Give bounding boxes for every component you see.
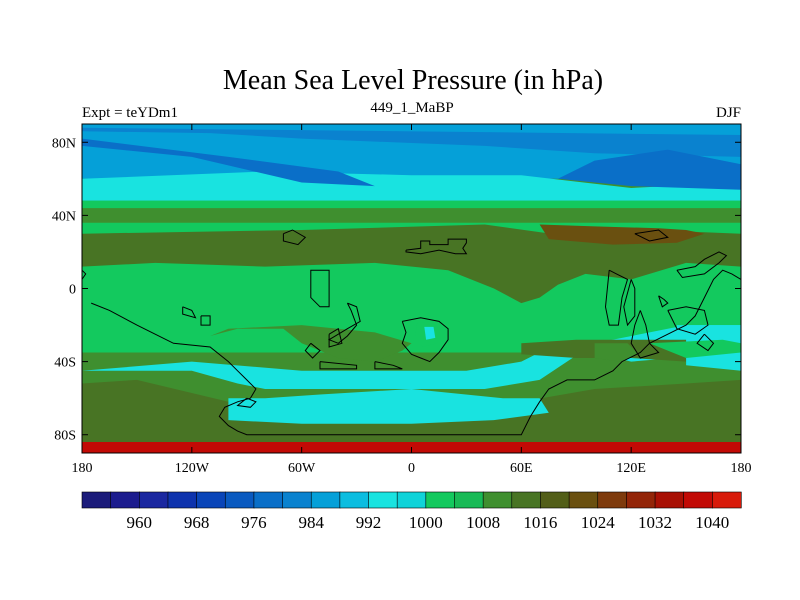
colorbar-box-12 <box>425 491 456 509</box>
pressure-region-19 <box>424 326 436 340</box>
coastline-14 <box>623 279 636 327</box>
coastline-16 <box>667 306 709 335</box>
coastline-6 <box>82 269 87 280</box>
colorbar-box-8 <box>310 491 341 509</box>
coastline-9 <box>182 306 197 319</box>
coastline-3 <box>401 317 449 363</box>
coastline-10 <box>200 315 211 326</box>
colorbar-box-18 <box>597 491 627 509</box>
coastline-17 <box>630 310 660 359</box>
chart-title: Mean Sea Level Pressure (in hPa) <box>223 65 603 96</box>
y-tick-label-0: 80N <box>52 136 76 151</box>
colorbar-box-2 <box>139 491 169 509</box>
colorbar-label-3: 984 <box>298 513 324 532</box>
colorbar: 960 968 976 984 992 1000 1008 1016 1024 1032 1040 <box>81 491 742 532</box>
pressure-region-16 <box>82 138 375 187</box>
x-tick-label-4: 60E <box>510 461 533 476</box>
pressure-region-13 <box>82 171 741 201</box>
colorbar-box-4 <box>196 491 226 509</box>
y-tick-label-1: 40N <box>52 209 76 224</box>
colorbar-box-3 <box>167 491 198 509</box>
coastline-20 <box>696 333 715 352</box>
coastline-13 <box>604 269 629 326</box>
coastline-7 <box>91 269 741 436</box>
pressure-region-5 <box>82 224 741 304</box>
coastline-21 <box>282 229 307 246</box>
colorbar-box-13 <box>454 491 484 509</box>
colorbar-box-20 <box>654 491 685 509</box>
colorbar-box-22 <box>712 491 742 509</box>
map-plot-area <box>81 123 742 454</box>
colorbar-box-17 <box>568 491 599 509</box>
axes-layer: 180 120W 60W 0 60E 120E 180 80N 40N 0 40S 80S <box>52 124 752 476</box>
colorbar-box-21 <box>683 491 713 509</box>
pressure-fill-layer <box>82 124 741 453</box>
x-tick-label-5: 120E <box>616 461 646 476</box>
pressure-region-15 <box>82 127 741 157</box>
colorbar-box-5 <box>224 491 255 509</box>
x-tick-label-3: 0 <box>408 461 415 476</box>
y-tick-label-4: 80S <box>54 429 76 444</box>
x-tick-label-0: 180 <box>72 461 93 476</box>
coastline-18 <box>676 251 728 279</box>
coastline-1 <box>310 269 330 308</box>
pressure-region-6 <box>539 224 705 245</box>
colorbar-label-4: 992 <box>356 513 382 532</box>
coastline-0 <box>405 238 468 255</box>
right-label: DJF <box>716 105 741 121</box>
colorbar-label-10: 1040 <box>695 513 729 532</box>
pressure-region-20 <box>676 325 690 333</box>
colorbar-label-5: 1000 <box>409 513 443 532</box>
coastline-15 <box>658 295 669 308</box>
colorbar-box-6 <box>253 491 284 509</box>
colorbar-label-6: 1008 <box>466 513 500 532</box>
colorbar-box-7 <box>282 491 312 509</box>
coastline-5 <box>374 361 403 370</box>
colorbar-box-0 <box>81 491 112 509</box>
colorbar-label-0: 960 <box>127 513 153 532</box>
colorbar-label-2: 976 <box>241 513 267 532</box>
coastline-4 <box>319 361 358 370</box>
left-label: Expt = teYDm1 <box>82 105 178 121</box>
pressure-region-1 <box>82 325 741 389</box>
pressure-region-17 <box>557 149 741 190</box>
colorbar-box-14 <box>482 491 513 509</box>
x-tick-label-2: 60W <box>288 461 316 476</box>
colorbar-box-1 <box>110 491 140 509</box>
coastline-8 <box>236 397 257 408</box>
colorbar-box-11 <box>396 491 427 509</box>
colorbar-label-1: 968 <box>184 513 210 532</box>
colorbar-box-16 <box>540 491 570 509</box>
colorbar-label-8: 1024 <box>581 513 616 532</box>
colorbar-box-15 <box>511 491 542 509</box>
pressure-region-3 <box>228 389 549 424</box>
x-tick-label-6: 180 <box>731 461 752 476</box>
x-tick-label-1: 120W <box>175 461 210 476</box>
coastline-12 <box>304 342 321 359</box>
y-tick-label-2: 0 <box>69 283 76 298</box>
center-label: 449_1_MaBP <box>370 100 453 116</box>
coastline-layer <box>82 229 741 436</box>
y-tick-label-3: 40S <box>54 356 76 371</box>
coastline-11 <box>328 327 343 348</box>
colorbar-box-9 <box>339 491 370 509</box>
pressure-region-14 <box>82 200 741 209</box>
colorbar-box-19 <box>626 491 656 509</box>
pressure-region-9 <box>594 343 639 362</box>
colorbar-label-7: 1016 <box>523 513 557 532</box>
colorbar-box-10 <box>368 491 398 509</box>
colorbar-label-9: 1032 <box>638 513 672 532</box>
coastline-19 <box>634 229 669 242</box>
pressure-region-11 <box>649 339 741 358</box>
